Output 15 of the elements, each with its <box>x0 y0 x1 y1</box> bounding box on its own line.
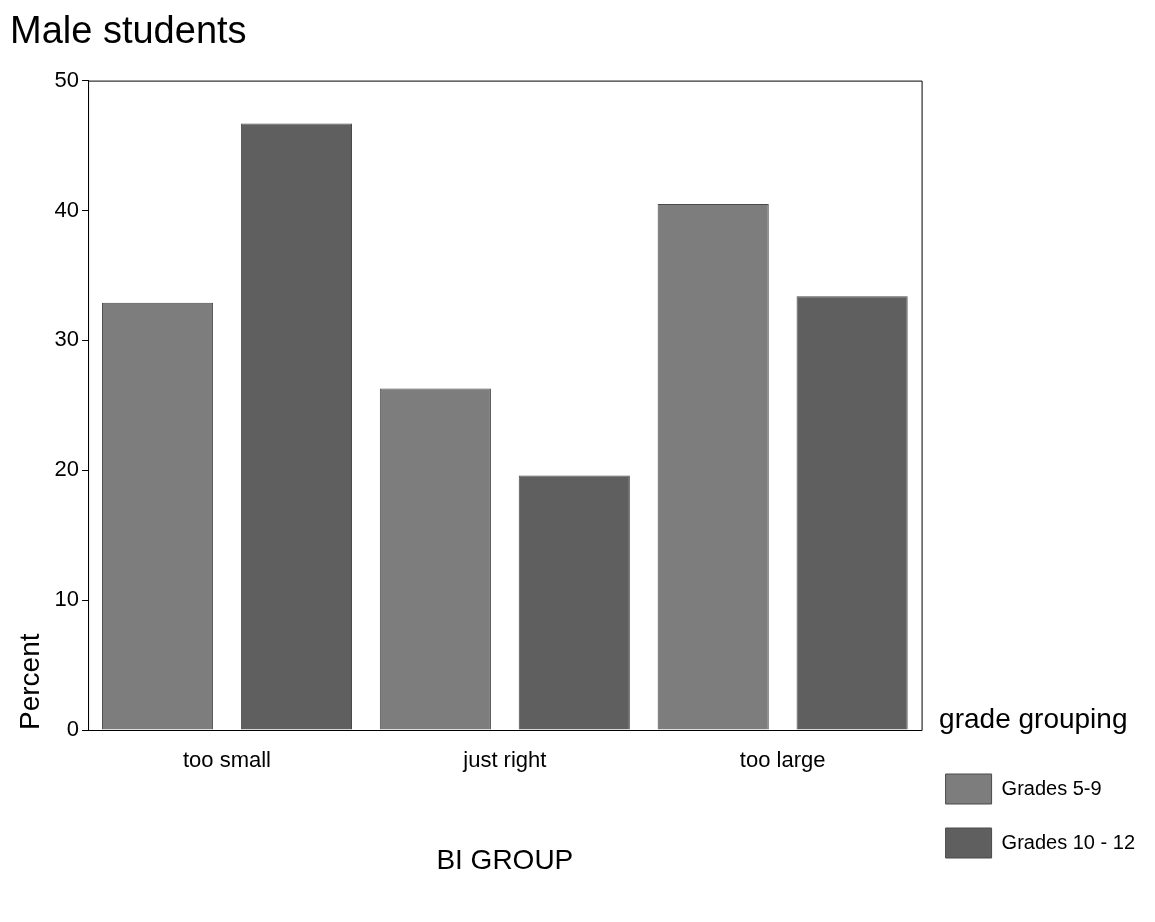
x-tick-label: too small <box>182 747 272 773</box>
legend-title: grade grouping <box>939 703 1128 735</box>
legend-label: Grades 5-9 <box>1001 776 1102 799</box>
x-tick-label: just right <box>462 747 547 773</box>
y-tick-label: 10 <box>54 586 80 612</box>
y-axis-title: Percent <box>13 633 45 730</box>
y-tick-label: 40 <box>54 196 80 222</box>
y-tick-label: 20 <box>54 456 80 482</box>
chart-title: Male students <box>10 9 247 52</box>
y-tick-label: 30 <box>54 326 80 352</box>
y-tick-label: 50 <box>54 66 80 92</box>
x-axis-title: BI GROUP <box>436 843 574 875</box>
legend-label: Grades 10 - 12 <box>1001 830 1136 853</box>
x-tick-label: too large <box>739 747 826 773</box>
y-tick-label: 0 <box>66 716 80 742</box>
